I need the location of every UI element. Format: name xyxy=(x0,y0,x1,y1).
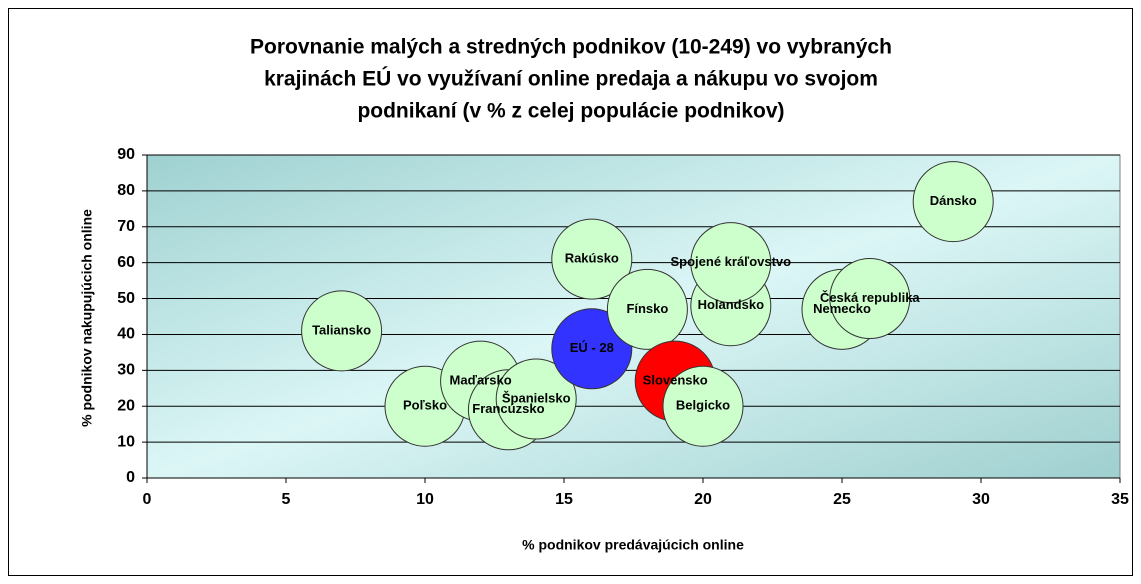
y-tick-label: 10 xyxy=(117,433,135,450)
y-tick-label: 40 xyxy=(117,326,135,343)
bubble xyxy=(551,308,633,390)
x-tick-label: 10 xyxy=(416,491,434,508)
bubble xyxy=(301,290,383,372)
x-tick-label: 25 xyxy=(833,491,851,508)
x-tick-label: 20 xyxy=(694,491,712,508)
x-tick-label: 30 xyxy=(972,491,990,508)
bubble-label: Taliansko xyxy=(312,322,371,337)
bubble-label: Holandsko xyxy=(698,297,765,312)
bubble-label: Poľsko xyxy=(403,398,447,413)
bubble-label: EÚ - 28 xyxy=(570,340,614,355)
y-axis-title: % podnikov nakupujúcich online xyxy=(79,209,95,427)
y-tick-label: 60 xyxy=(117,254,135,271)
bubble xyxy=(829,258,911,340)
bubble-label: Spojené kráľovstvo xyxy=(670,254,791,269)
y-tick-label: 50 xyxy=(117,290,135,307)
bubble-label: Slovensko xyxy=(643,373,708,388)
x-tick-label: 0 xyxy=(143,491,152,508)
bubble-label: Česká republika xyxy=(820,290,920,305)
bubble xyxy=(606,268,688,350)
bubble-label: Nemecko xyxy=(813,301,871,316)
y-tick-label: 90 xyxy=(117,146,135,163)
chart-title: krajinách EÚ vo využívaní online predaja… xyxy=(264,67,878,91)
chart-title: podnikaní (v % z celej populácie podniko… xyxy=(357,100,784,123)
y-tick-label: 30 xyxy=(117,362,135,379)
bubble-label: Francúzsko xyxy=(472,401,544,416)
bubble-label: Fínsko xyxy=(626,301,668,316)
bubble-label: Dánsko xyxy=(930,193,977,208)
y-tick-label: 20 xyxy=(117,397,135,414)
bubble-label: Belgicko xyxy=(676,398,730,413)
x-tick-label: 5 xyxy=(282,491,291,508)
bubble xyxy=(912,161,994,243)
bubble xyxy=(551,218,633,300)
chart-title: Porovnanie malých a stredných podnikov (… xyxy=(250,36,892,59)
bubble xyxy=(690,222,772,304)
x-tick-label: 15 xyxy=(555,491,573,508)
bubble-label: Maďarsko xyxy=(450,373,512,388)
bubble xyxy=(495,358,577,440)
y-tick-label: 70 xyxy=(117,218,135,235)
y-tick-label: 0 xyxy=(126,469,135,486)
bubble xyxy=(662,365,744,447)
x-tick-label: 35 xyxy=(1111,491,1129,508)
bubble-label: Rakúsko xyxy=(565,251,619,266)
y-tick-label: 80 xyxy=(117,182,135,199)
x-axis-title: % podnikov predávajúcich online xyxy=(522,537,744,553)
bubble-label: Španielsko xyxy=(502,390,571,405)
